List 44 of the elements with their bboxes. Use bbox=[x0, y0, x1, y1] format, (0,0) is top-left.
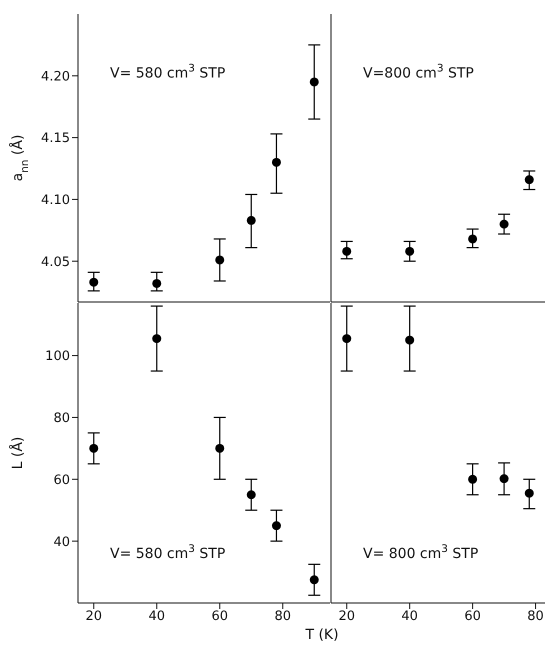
point bbox=[152, 334, 162, 344]
y-tick-label: 4.20 bbox=[41, 69, 70, 84]
x-tick-label: 40 bbox=[401, 609, 418, 624]
point bbox=[468, 474, 478, 484]
annotation: V= 800 cm$^{3}$ STP bbox=[363, 543, 478, 562]
x-tick-label: 40 bbox=[148, 609, 166, 624]
point bbox=[272, 521, 281, 530]
x-tick-label: 20 bbox=[85, 609, 102, 624]
x-tick-label: 60 bbox=[464, 609, 481, 624]
annotation: V= 580 cm$^{3}$ STP bbox=[110, 62, 226, 82]
y-tick-label: 40 bbox=[53, 534, 70, 550]
y-tick-label: 4.10 bbox=[41, 193, 70, 208]
point bbox=[152, 278, 162, 288]
y-tick-label: 4.05 bbox=[41, 254, 70, 270]
x-tick-label: 20 bbox=[338, 609, 356, 624]
point bbox=[310, 575, 319, 584]
point bbox=[342, 334, 352, 344]
point bbox=[215, 444, 224, 453]
y-tick-label: 100 bbox=[45, 349, 70, 364]
point bbox=[405, 336, 414, 345]
point bbox=[342, 246, 352, 256]
point bbox=[89, 278, 98, 287]
point bbox=[310, 77, 319, 86]
point bbox=[246, 490, 256, 500]
point bbox=[500, 474, 509, 484]
point bbox=[272, 158, 281, 167]
point bbox=[524, 175, 534, 184]
point bbox=[468, 234, 478, 244]
x-tick-label: 60 bbox=[211, 609, 228, 624]
annotation: V=800 cm$^{3}$ STP bbox=[363, 62, 474, 82]
point bbox=[500, 220, 509, 229]
x-axis-title: T (K) bbox=[304, 627, 339, 643]
y-tick-label: 4.15 bbox=[41, 131, 70, 146]
x-tick-label: 80 bbox=[274, 609, 292, 624]
point bbox=[89, 444, 98, 453]
y-tick-label: 60 bbox=[53, 472, 70, 488]
annotation: V= 580 cm$^{3}$ STP bbox=[110, 543, 226, 562]
point bbox=[405, 246, 414, 256]
point bbox=[215, 255, 224, 264]
y-axis-title: L (Å) bbox=[9, 436, 26, 470]
point bbox=[524, 488, 534, 498]
x-tick-label: 80 bbox=[527, 609, 544, 624]
y-tick-label: 80 bbox=[53, 411, 70, 426]
point bbox=[246, 216, 256, 225]
